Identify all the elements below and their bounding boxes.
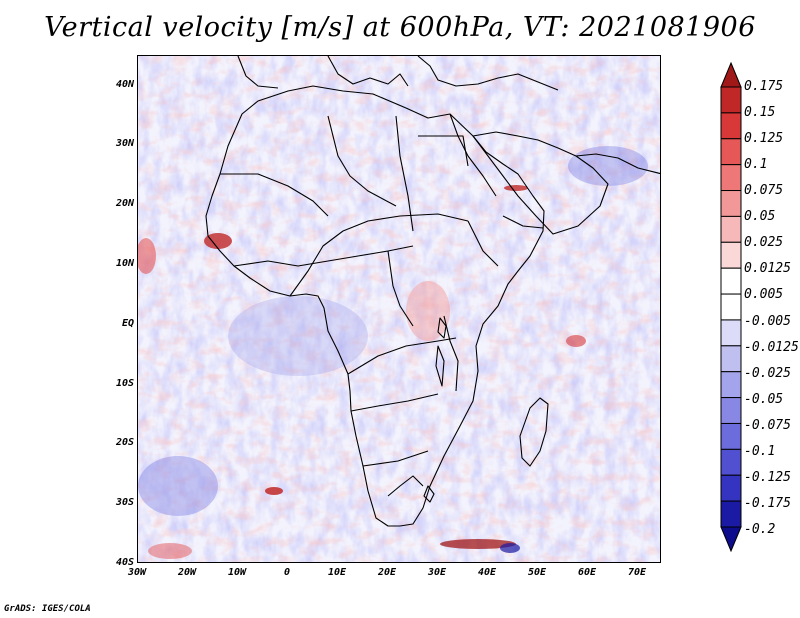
colorbar-label: -0.005 — [744, 314, 791, 329]
colorbar-label: -0.05 — [744, 392, 784, 407]
colorbar-segment — [720, 500, 742, 528]
lat-label-10s: 10S — [115, 378, 134, 389]
colorbar-label: -0.075 — [744, 418, 791, 433]
lon-label-0: 0 — [283, 567, 291, 578]
lat-label-30s: 30S — [115, 497, 134, 508]
colorbar-label: 0.005 — [744, 287, 784, 302]
lon-label-40e: 40E — [477, 567, 497, 578]
colorbar-bottom-arrow — [720, 526, 742, 552]
lon-label-30e: 30E — [427, 567, 447, 578]
lat-label-20n: 20N — [115, 198, 134, 209]
colorbar-label: -0.1 — [744, 444, 776, 459]
lat-label-40s: 40S — [115, 557, 134, 568]
colorbar-label: 0.15 — [744, 105, 776, 120]
grads-credit: GrADS: IGES/COLA — [4, 604, 91, 614]
lon-label-10e: 10E — [327, 567, 347, 578]
colorbar-label: -0.0125 — [744, 340, 799, 355]
colorbar-label: -0.2 — [744, 522, 776, 537]
map-title: Vertical velocity [m/s] at 600hPa, VT: 2… — [44, 12, 756, 43]
colorbar-segment — [720, 422, 742, 450]
colorbar-segment — [720, 474, 742, 502]
colorbar-label: 0.025 — [744, 235, 784, 250]
colorbar-label: 0.1 — [744, 157, 768, 172]
lon-label-10w: 10W — [227, 567, 247, 578]
map-plot-area — [137, 55, 661, 563]
vertical-velocity-field — [138, 56, 660, 562]
coastline-borders — [205, 56, 660, 527]
colorbar-segment — [720, 371, 742, 399]
colorbar-segment — [720, 164, 742, 192]
colorbar-segment — [720, 345, 742, 373]
colorbar-label: 0.05 — [744, 209, 776, 224]
lon-label-20e: 20E — [377, 567, 397, 578]
colorbar-label: 0.0125 — [744, 261, 791, 276]
colorbar-label: 0.175 — [744, 79, 784, 94]
colorbar-segment — [720, 448, 742, 476]
colorbar-segment — [720, 86, 742, 114]
colorbar-segment — [720, 215, 742, 243]
lon-label-70e: 70E — [627, 567, 647, 578]
colorbar-segment — [720, 112, 742, 140]
colorbar-label: 0.075 — [744, 183, 784, 198]
lat-label-30n: 30N — [115, 138, 134, 149]
colorbar-segment — [720, 241, 742, 269]
lon-label-30w: 30W — [127, 567, 147, 578]
colorbar-segment — [720, 293, 742, 321]
colorbar-segment — [720, 190, 742, 217]
lat-label-10n: 10N — [115, 258, 134, 269]
colorbar-segment — [720, 319, 742, 347]
colorbar-label: 0.125 — [744, 131, 784, 146]
colorbar-segment — [720, 138, 742, 166]
lat-label-eq: EQ — [121, 318, 134, 329]
colorbar-label: -0.175 — [744, 496, 791, 511]
colorbar-label: -0.025 — [744, 366, 791, 381]
colorbar-top-arrow — [720, 62, 742, 88]
lon-label-60e: 60E — [577, 567, 597, 578]
lat-label-20s: 20S — [115, 437, 134, 448]
colorbar-label: -0.125 — [744, 470, 791, 485]
colorbar — [720, 62, 742, 552]
colorbar-segment — [720, 267, 742, 295]
lon-label-20w: 20W — [177, 567, 197, 578]
colorbar-segment — [720, 397, 742, 424]
lat-label-40n: 40N — [115, 79, 134, 90]
lon-label-50e: 50E — [527, 567, 547, 578]
